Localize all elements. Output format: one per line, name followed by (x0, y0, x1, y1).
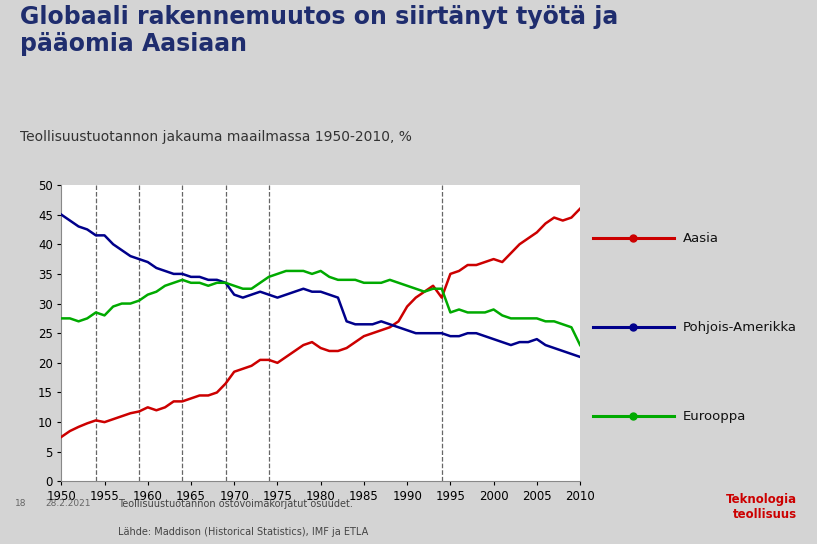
Text: 28.2.2021: 28.2.2021 (45, 499, 91, 508)
Text: Lähde: Maddison (Historical Statistics), IMF ja ETLA: Lähde: Maddison (Historical Statistics),… (118, 527, 368, 537)
Text: Pohjois-Amerikka: Pohjois-Amerikka (682, 321, 797, 334)
Text: Eurooppa: Eurooppa (682, 410, 746, 423)
Text: 18: 18 (15, 499, 26, 508)
Text: Aasia: Aasia (682, 232, 719, 245)
Text: Globaali rakennemuutos on siirtänyt työtä ja
pääomia Aasiaan: Globaali rakennemuutos on siirtänyt työt… (20, 5, 618, 56)
Text: Teollisuustuotannon jakauma maailmassa 1950-2010, %: Teollisuustuotannon jakauma maailmassa 1… (20, 130, 413, 144)
Text: Teollisuustuotannon ostovoimakorjatut osuudet.: Teollisuustuotannon ostovoimakorjatut os… (118, 499, 353, 509)
Text: Teknologia
teollisuus: Teknologia teollisuus (725, 493, 797, 521)
